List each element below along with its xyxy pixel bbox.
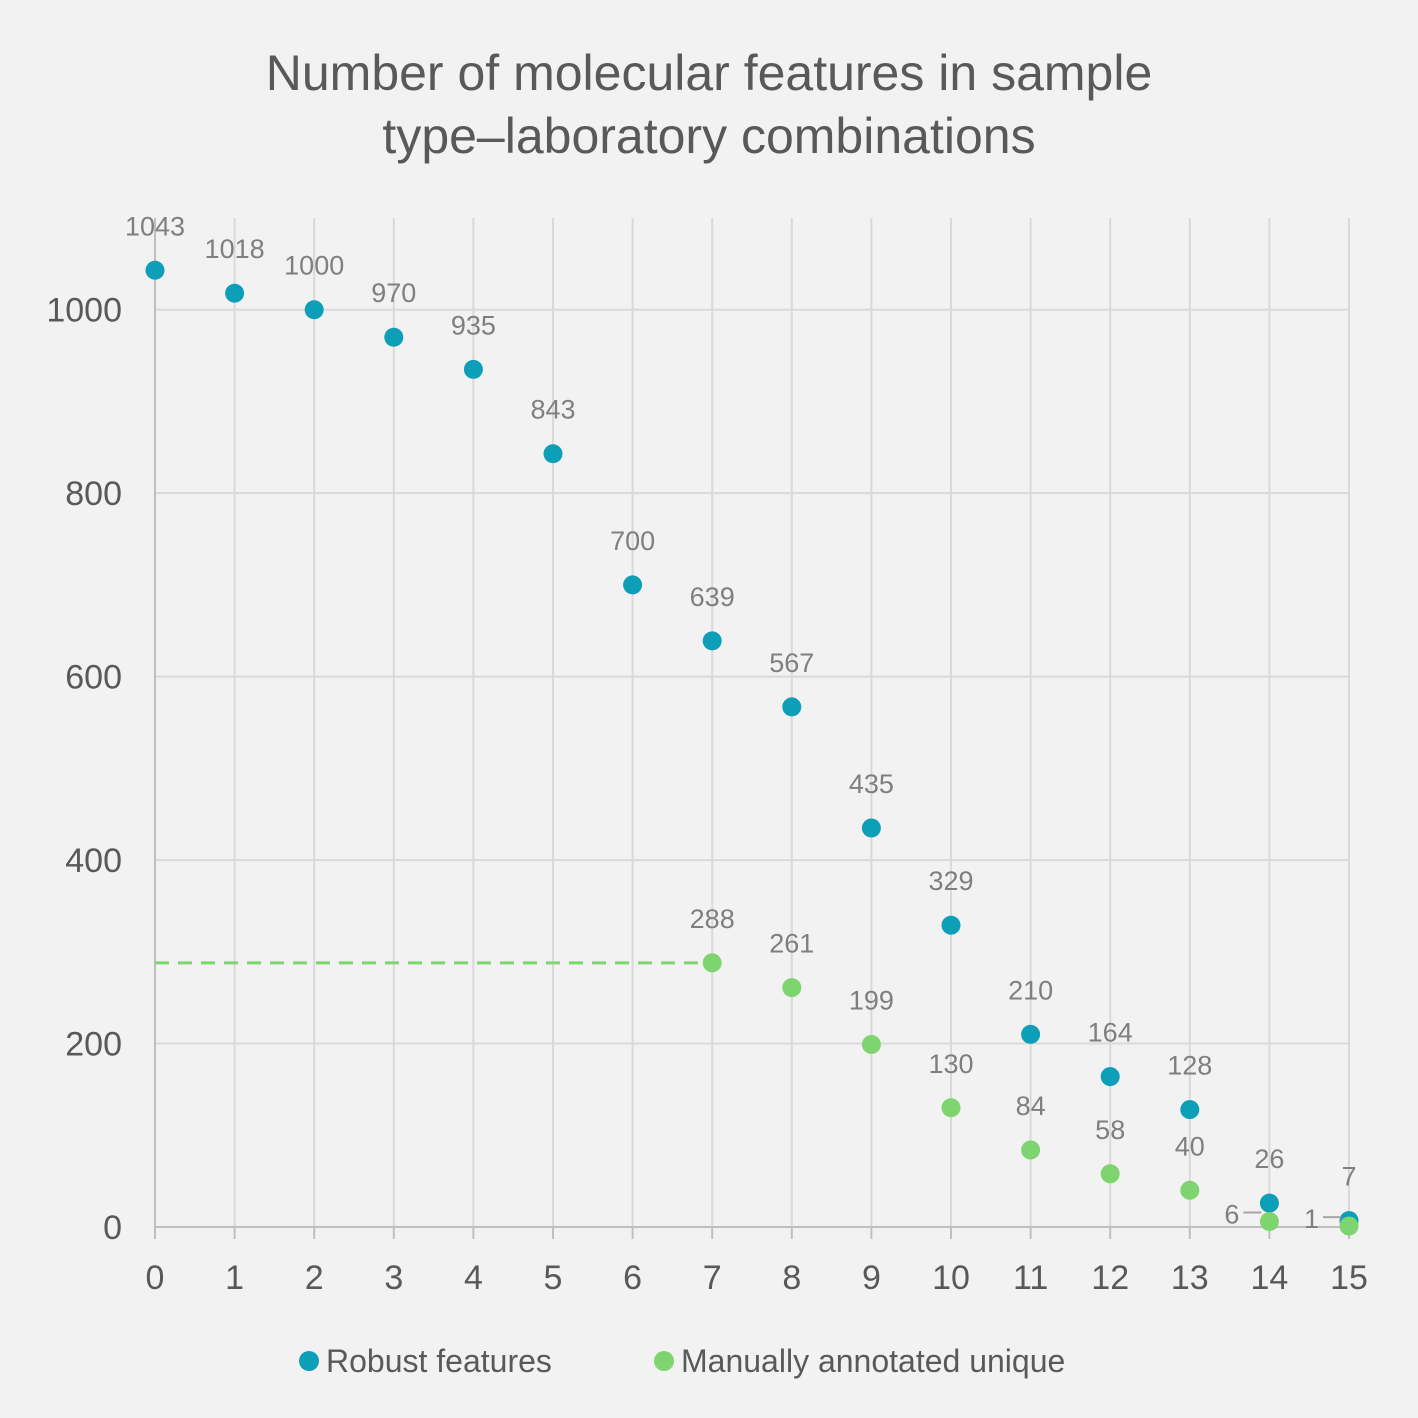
x-tick-label: 15 [1330, 1259, 1368, 1297]
data-point [304, 300, 324, 320]
data-point [1180, 1180, 1200, 1200]
x-tick-label: 11 [1013, 1259, 1048, 1297]
data-label: 288 [690, 904, 735, 934]
data-label: 1 [1304, 1204, 1319, 1234]
x-tick-label: 7 [703, 1259, 722, 1297]
data-point [1100, 1164, 1120, 1184]
data-label: 567 [769, 648, 814, 678]
data-point [1021, 1140, 1041, 1160]
data-point [702, 631, 722, 651]
data-point [941, 915, 961, 935]
legend-label-manually-annotated-unique: Manually annotated unique [681, 1343, 1065, 1379]
legend-label-robust-features: Robust features [326, 1343, 552, 1379]
legend-marker-robust-features [299, 1351, 319, 1371]
data-label: 210 [1008, 975, 1053, 1005]
data-point [1180, 1100, 1200, 1120]
data-label: 26 [1254, 1144, 1284, 1174]
data-labels: 1043 1018 1000 970 935 843 700 639 567 435 329 210 1… [125, 211, 1357, 1234]
data-label: 329 [928, 866, 973, 896]
data-point [463, 359, 483, 379]
data-point [861, 1034, 881, 1054]
data-label: 199 [849, 985, 894, 1015]
x-tick-label: 3 [384, 1259, 403, 1297]
gridlines [155, 218, 1350, 1227]
data-label: 84 [1016, 1091, 1046, 1121]
x-tick-label: 8 [782, 1259, 801, 1297]
x-tick-label: 14 [1250, 1259, 1288, 1297]
y-tick-label: 0 [103, 1209, 122, 1247]
data-point [543, 444, 563, 464]
data-label: 639 [690, 582, 735, 612]
legend-marker-manually-annotated-unique [654, 1351, 674, 1371]
x-tick-label: 1 [225, 1259, 244, 1297]
data-point [1259, 1211, 1279, 1231]
data-label: 1018 [205, 234, 265, 264]
x-tick-label: 10 [932, 1259, 970, 1297]
x-tick-label: 5 [544, 1259, 563, 1297]
data-point [941, 1098, 961, 1118]
y-tick-label: 1000 [46, 292, 122, 330]
data-point [1339, 1216, 1359, 1236]
data-label: 128 [1167, 1051, 1212, 1081]
x-tick-label: 2 [305, 1259, 324, 1297]
y-tick-label: 600 [65, 659, 122, 697]
data-point [145, 260, 165, 280]
data-point [225, 283, 245, 303]
data-point [702, 953, 722, 973]
data-point [384, 327, 404, 347]
data-label: 935 [451, 310, 496, 340]
data-label: 7 [1341, 1162, 1356, 1192]
x-tick-label: 0 [146, 1259, 165, 1297]
x-tick-label: 6 [623, 1259, 642, 1297]
data-point [1259, 1193, 1279, 1213]
data-point [782, 978, 802, 998]
x-tick-label: 13 [1171, 1259, 1209, 1297]
data-label: 40 [1175, 1131, 1205, 1161]
data-point [861, 818, 881, 838]
data-label: 1000 [284, 251, 344, 281]
x-tick-label: 4 [464, 1259, 483, 1297]
chart-title-line-1: Number of molecular features in sample [266, 45, 1153, 101]
y-tick-label: 200 [65, 1026, 122, 1064]
data-points [145, 260, 1359, 1236]
y-tick-label: 800 [65, 475, 122, 513]
data-label: 843 [530, 395, 575, 425]
data-label: 435 [849, 769, 894, 799]
y-tick-label: 400 [65, 842, 122, 880]
data-label: 58 [1095, 1115, 1125, 1145]
chart-title-line-2: type–laboratory combinations [382, 108, 1035, 164]
data-label: 6 [1224, 1199, 1239, 1229]
chart-title: Number of molecular features in sample t… [266, 45, 1153, 164]
data-point [1021, 1024, 1041, 1044]
data-label: 970 [371, 278, 416, 308]
data-point [623, 575, 643, 595]
data-label: 261 [769, 929, 814, 959]
data-point [782, 697, 802, 717]
x-tick-label: 12 [1091, 1259, 1129, 1297]
data-label: 700 [610, 526, 655, 556]
legend: Robust features Manually annotated uniqu… [299, 1343, 1065, 1379]
data-label: 130 [928, 1049, 973, 1079]
data-label: 1043 [125, 211, 185, 241]
x-tick-label: 9 [862, 1259, 881, 1297]
data-label: 164 [1088, 1018, 1133, 1048]
data-point [1100, 1067, 1120, 1087]
